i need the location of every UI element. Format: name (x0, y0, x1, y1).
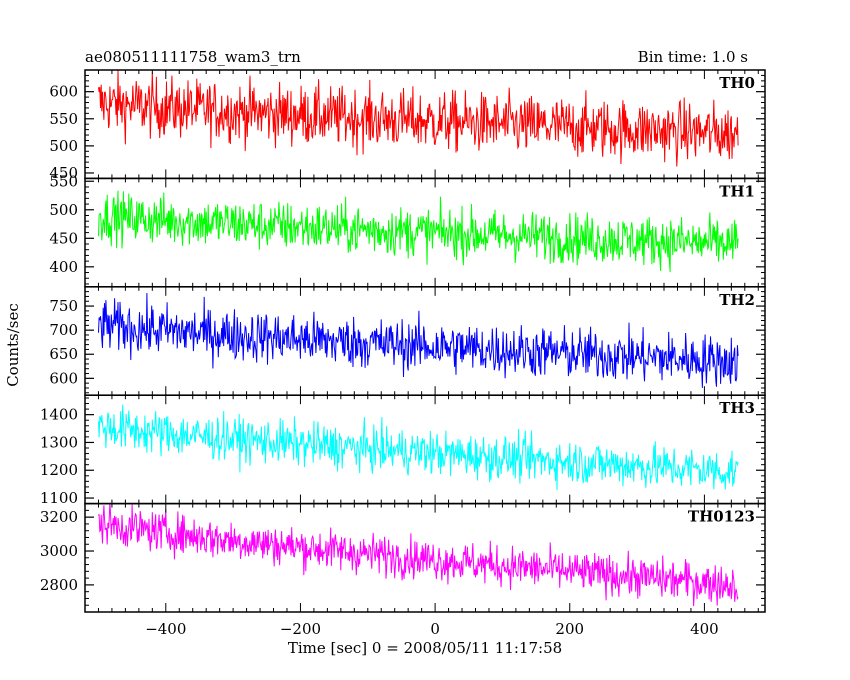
panel-th0123: 2800 3000 3200 TH0123 (40, 502, 766, 613)
y-tick-label: 550 (49, 172, 78, 190)
y-tick-label: 1400 (40, 406, 78, 424)
y-tick-label: 500 (49, 137, 78, 155)
panel-label: TH0 (719, 74, 755, 92)
y-tick-label: 750 (49, 297, 78, 315)
y-tick-label: 650 (49, 345, 78, 363)
y-tick-label: 600 (49, 83, 78, 101)
panel-label: TH1 (719, 182, 755, 200)
y-tick-label: 600 (49, 369, 78, 387)
x-tick-label: −400 (145, 620, 186, 638)
y-tick-label: 500 (49, 201, 78, 219)
x-axis-label: Time [sec] 0 = 2008/05/11 11:17:58 (288, 639, 562, 657)
panel-th3: 1100 1200 1300 1400 TH3 (40, 394, 766, 507)
y-tick-label: 3000 (40, 542, 78, 560)
series-line-th1 (98, 190, 739, 273)
y-tick-label: 3200 (40, 508, 78, 526)
panel-th2: 600 650 700 750 TH2 (49, 286, 766, 396)
chart-title: ae080511111758_wam3_trn (85, 48, 301, 66)
series-line-th2 (98, 292, 739, 388)
y-tick-label: 1200 (40, 461, 78, 479)
panel-th1: 400 450 500 550 TH1 (49, 172, 766, 288)
y-tick-label: 400 (49, 258, 78, 276)
y-tick-label: 550 (49, 110, 78, 128)
series-line-th0123 (98, 503, 739, 607)
panel-label: TH0123 (688, 508, 755, 526)
y-tick-label: 1100 (40, 489, 78, 507)
x-tick-label: 200 (555, 620, 584, 638)
x-tick-label: 0 (430, 620, 440, 638)
plot-area: 450 500 550 600 TH0 400 450 500 550 TH1 600 650 700 7… (40, 69, 766, 638)
y-tick-label: 450 (49, 164, 78, 182)
y-tick-label: 450 (49, 229, 78, 247)
panel-th0: 450 500 550 600 TH0 (49, 69, 766, 182)
panel-label: TH2 (719, 291, 755, 309)
x-tick-label: 400 (690, 620, 719, 638)
x-tick-label: −200 (280, 620, 321, 638)
series-line-th0 (98, 70, 739, 167)
y-tick-label: 700 (49, 321, 78, 339)
y-axis-label: Counts/sec (4, 303, 22, 387)
y-tick-label: 1300 (40, 433, 78, 451)
bin-time-label: Bin time: 1.0 s (638, 48, 748, 66)
series-line-th3 (98, 404, 739, 491)
panel-label: TH3 (719, 399, 755, 417)
y-tick-label: 2800 (40, 576, 78, 594)
